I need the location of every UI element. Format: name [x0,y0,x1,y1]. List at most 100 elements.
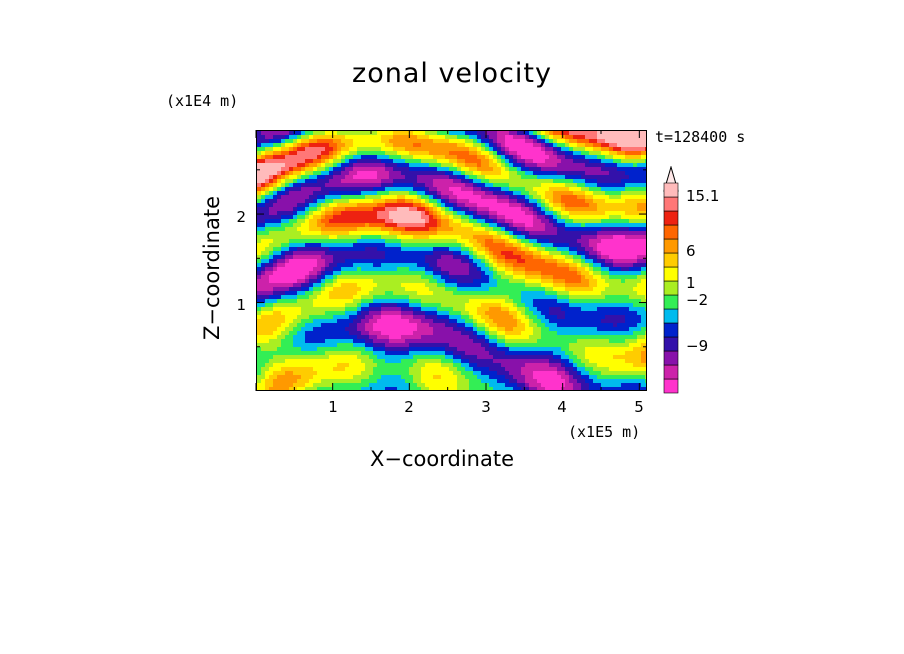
field-cell [601,315,606,320]
field-cell [345,223,350,228]
field-cell [465,315,470,320]
field-cell [453,195,458,200]
field-cell [401,275,406,280]
field-cell [557,319,562,324]
field-cell [337,135,342,140]
field-cell [333,255,338,260]
field-cell [593,295,598,300]
field-cell [345,227,350,232]
field-cell [441,183,446,188]
field-cell [513,251,518,256]
field-cell [333,219,338,224]
field-cell [593,203,598,208]
field-cell [533,255,538,260]
field-cell [401,139,406,144]
field-cell [605,151,610,156]
field-cell [489,255,494,260]
field-cell [509,191,514,196]
field-cell [277,203,282,208]
field-cell [397,283,402,288]
field-cell [601,247,606,252]
field-cell [497,159,502,164]
field-cell [557,311,562,316]
field-cell [277,307,282,312]
field-cell [301,167,306,172]
field-cell [437,279,442,284]
field-cell [541,211,546,216]
field-cell [365,151,370,156]
field-cell [301,215,306,220]
field-cell [257,299,262,304]
field-cell [469,175,474,180]
field-cell [349,167,354,172]
field-cell [329,255,334,260]
field-cell [613,223,618,228]
field-cell [477,187,482,192]
field-cell [553,307,558,312]
field-cell [585,135,590,140]
field-cell [593,259,598,264]
field-cell [325,239,330,244]
field-cell [629,315,634,320]
field-cell [613,159,618,164]
field-cell [389,287,394,292]
field-cell [577,223,582,228]
field-cell [593,319,598,324]
field-cell [361,319,366,324]
field-cell [397,171,402,176]
field-cell [481,239,486,244]
field-cell [425,179,430,184]
field-cell [417,171,422,176]
field-cell [277,219,282,224]
field-cell [525,283,530,288]
field-cell [605,155,610,160]
field-cell [493,131,498,136]
field-cell [593,271,598,276]
field-cell [573,291,578,296]
field-cell [577,131,582,136]
field-cell [589,231,594,236]
field-cell [365,183,370,188]
field-cell [349,231,354,236]
field-cell [561,255,566,260]
field-cell [341,187,346,192]
field-cell [273,275,278,280]
field-cell [469,183,474,188]
field-cell [273,151,278,156]
field-cell [269,299,274,304]
field-cell [625,271,630,276]
field-cell [393,287,398,292]
field-cell [277,263,282,268]
field-cell [425,279,430,284]
field-cell [369,207,374,212]
field-cell [593,179,598,184]
field-cell [409,315,414,320]
field-cell [357,227,362,232]
field-cell [553,195,558,200]
field-cell [497,163,502,168]
field-cell [513,131,518,136]
field-cell [461,179,466,184]
field-cell [597,151,602,156]
field-cell [393,219,398,224]
field-cell [465,211,470,216]
field-cell [557,251,562,256]
field-cell [293,231,298,236]
field-cell [429,239,434,244]
field-cell [545,203,550,208]
field-cell [293,195,298,200]
field-cell [645,203,646,208]
field-cell [421,171,426,176]
field-cell [305,135,310,140]
field-cell [365,135,370,140]
field-cell [497,195,502,200]
field-cell [553,235,558,240]
field-cell [521,283,526,288]
field-cell [389,199,394,204]
field-cell [337,203,342,208]
field-cell [397,203,402,208]
field-cell [277,243,282,248]
field-cell [449,179,454,184]
field-cell [497,151,502,156]
field-cell [481,159,486,164]
